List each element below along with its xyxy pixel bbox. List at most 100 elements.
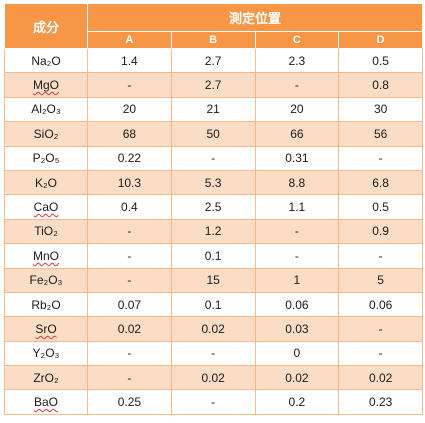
value-cell-a: 10.3 [87, 169, 172, 196]
value-cell-d: 0.23 [338, 389, 424, 415]
value-cell-b: 0.02 [170, 316, 256, 342]
value-cell-d: - [338, 145, 424, 171]
table-row: SrO 0.02 0.02 0.03- [4, 316, 424, 342]
table-body: Na₂O 1.4 2.7 2.3 0.5 MgO -2.7-0.8 Al₂O₃ 20 21 20 30… [4, 47, 424, 415]
value-cell-a: 0.25 [87, 389, 172, 415]
value-cell-a: - [87, 218, 172, 245]
value-cell-c: 0.31 [254, 145, 340, 171]
value-cell-d: 0.06 [338, 291, 424, 318]
value-cell-a: - [87, 243, 172, 269]
component-name-cell: MgO [4, 72, 88, 98]
value-cell-b: - [170, 389, 256, 415]
component-name: Y₂O₃ [32, 346, 60, 361]
component-name: TiO₂ [34, 224, 58, 239]
component-name-cell: Rb₂O [4, 291, 88, 318]
component-name-cell: Fe₂O₃ [4, 267, 88, 293]
value-cell-a: 20 [87, 96, 172, 123]
value-cell-b: 2.7 [170, 72, 256, 98]
table-row: MgO -2.7-0.8 [4, 72, 424, 98]
composition-table: 成分 測定位置 A B C D Na₂O 1.4 2.7 2.3 0.5 MgO -2.7-… [4, 3, 424, 415]
value-cell-a: - [87, 365, 172, 391]
component-name-cell: TiO₂ [4, 218, 88, 245]
value-cell-c: 0.03 [254, 316, 340, 342]
value-cell-d: 0.5 [338, 47, 424, 74]
component-name: P₂O₅ [32, 151, 60, 166]
component-name: SiO₂ [33, 126, 59, 141]
component-name-cell: SiO₂ [4, 121, 88, 147]
value-cell-a: 0.22 [87, 145, 172, 171]
table-row: K₂O 10.3 5.3 8.8 6.8 [4, 169, 424, 196]
component-name: Fe₂O₃ [29, 273, 63, 288]
table-row: Na₂O 1.4 2.7 2.3 0.5 [4, 47, 424, 74]
value-cell-a: 0.4 [87, 194, 172, 220]
value-cell-d: - [338, 243, 424, 269]
position-header-b: B [170, 31, 256, 49]
value-cell-c: 1 [254, 267, 340, 293]
value-cell-c: 20 [254, 96, 340, 123]
value-cell-a: 1.4 [87, 47, 172, 74]
component-name-cell: P₂O₅ [4, 145, 88, 171]
position-header-c: C [254, 31, 340, 49]
table-header: 成分 測定位置 A B C D [4, 3, 424, 49]
component-name: Rb₂O [31, 297, 61, 312]
value-cell-b: 15 [170, 267, 256, 293]
value-cell-c: 1.1 [254, 194, 340, 220]
value-cell-d: 0.9 [338, 218, 424, 245]
value-cell-a: 68 [87, 121, 172, 147]
value-cell-c: 0.02 [254, 365, 340, 391]
component-name-cell: Na₂O [4, 47, 88, 74]
component-name: CaO [33, 200, 59, 215]
composition-table-container: 成分 測定位置 A B C D Na₂O 1.4 2.7 2.3 0.5 MgO -2.7-… [4, 3, 424, 415]
table-row: Al₂O₃ 20 21 20 30 [4, 96, 424, 123]
value-cell-a: 0.02 [87, 316, 172, 342]
component-name-cell: MnO [4, 243, 88, 269]
component-name: K₂O [35, 175, 57, 190]
component-name: Al₂O₃ [31, 102, 61, 117]
component-name-cell: Y₂O₃ [4, 340, 88, 367]
value-cell-a: - [87, 340, 172, 367]
value-cell-d: 56 [338, 121, 424, 147]
value-cell-c: - [254, 218, 340, 245]
component-name-cell: K₂O [4, 169, 88, 196]
component-name-cell: ZrO₂ [4, 365, 88, 391]
position-header-a: A [87, 31, 172, 49]
table-row: BaO 0.25-0.2 0.23 [4, 389, 424, 415]
value-cell-d: 0.02 [338, 365, 424, 391]
value-cell-d: 6.8 [338, 169, 424, 196]
value-cell-c: 0 [254, 340, 340, 367]
value-cell-b: - [170, 145, 256, 171]
component-name: BaO [33, 395, 58, 410]
value-cell-b: - [170, 340, 256, 367]
value-cell-c: - [254, 72, 340, 98]
value-cell-d: - [338, 316, 424, 342]
value-cell-b: 5.3 [170, 169, 256, 196]
table-row: TiO₂ -1.2-0.9 [4, 218, 424, 245]
table-row: P₂O₅ 0.22-0.31- [4, 145, 424, 171]
value-cell-a: - [87, 72, 172, 98]
value-cell-d: - [338, 340, 424, 367]
value-cell-b: 2.5 [170, 194, 256, 220]
component-name-cell: CaO [4, 194, 88, 220]
component-name-cell: Al₂O₃ [4, 96, 88, 123]
value-cell-b: 2.7 [170, 47, 256, 74]
value-cell-d: 0.8 [338, 72, 424, 98]
component-name: ZrO₂ [33, 370, 59, 385]
position-header-d: D [338, 31, 424, 49]
table-row: Fe₂O₃ -15 1 5 [4, 267, 424, 293]
value-cell-c: 66 [254, 121, 340, 147]
value-cell-b: 0.1 [170, 243, 256, 269]
table-row: CaO 0.4 2.5 1.1 0.5 [4, 194, 424, 220]
component-name: MnO [32, 248, 59, 263]
value-cell-d: 30 [338, 96, 424, 123]
component-name-cell: BaO [4, 389, 88, 415]
component-name: MgO [32, 78, 59, 93]
table-row: Rb₂O 0.07 0.1 0.06 0.06 [4, 291, 424, 318]
table-row: Y₂O₃ - -0- [4, 340, 424, 367]
measurement-position-header: 測定位置 [86, 3, 424, 32]
value-cell-a: 0.07 [87, 291, 172, 318]
value-cell-c: - [254, 243, 340, 269]
value-cell-c: 8.8 [254, 169, 340, 196]
component-name: SrO [35, 321, 57, 336]
value-cell-b: 0.1 [170, 291, 256, 318]
value-cell-c: 0.2 [254, 389, 340, 415]
